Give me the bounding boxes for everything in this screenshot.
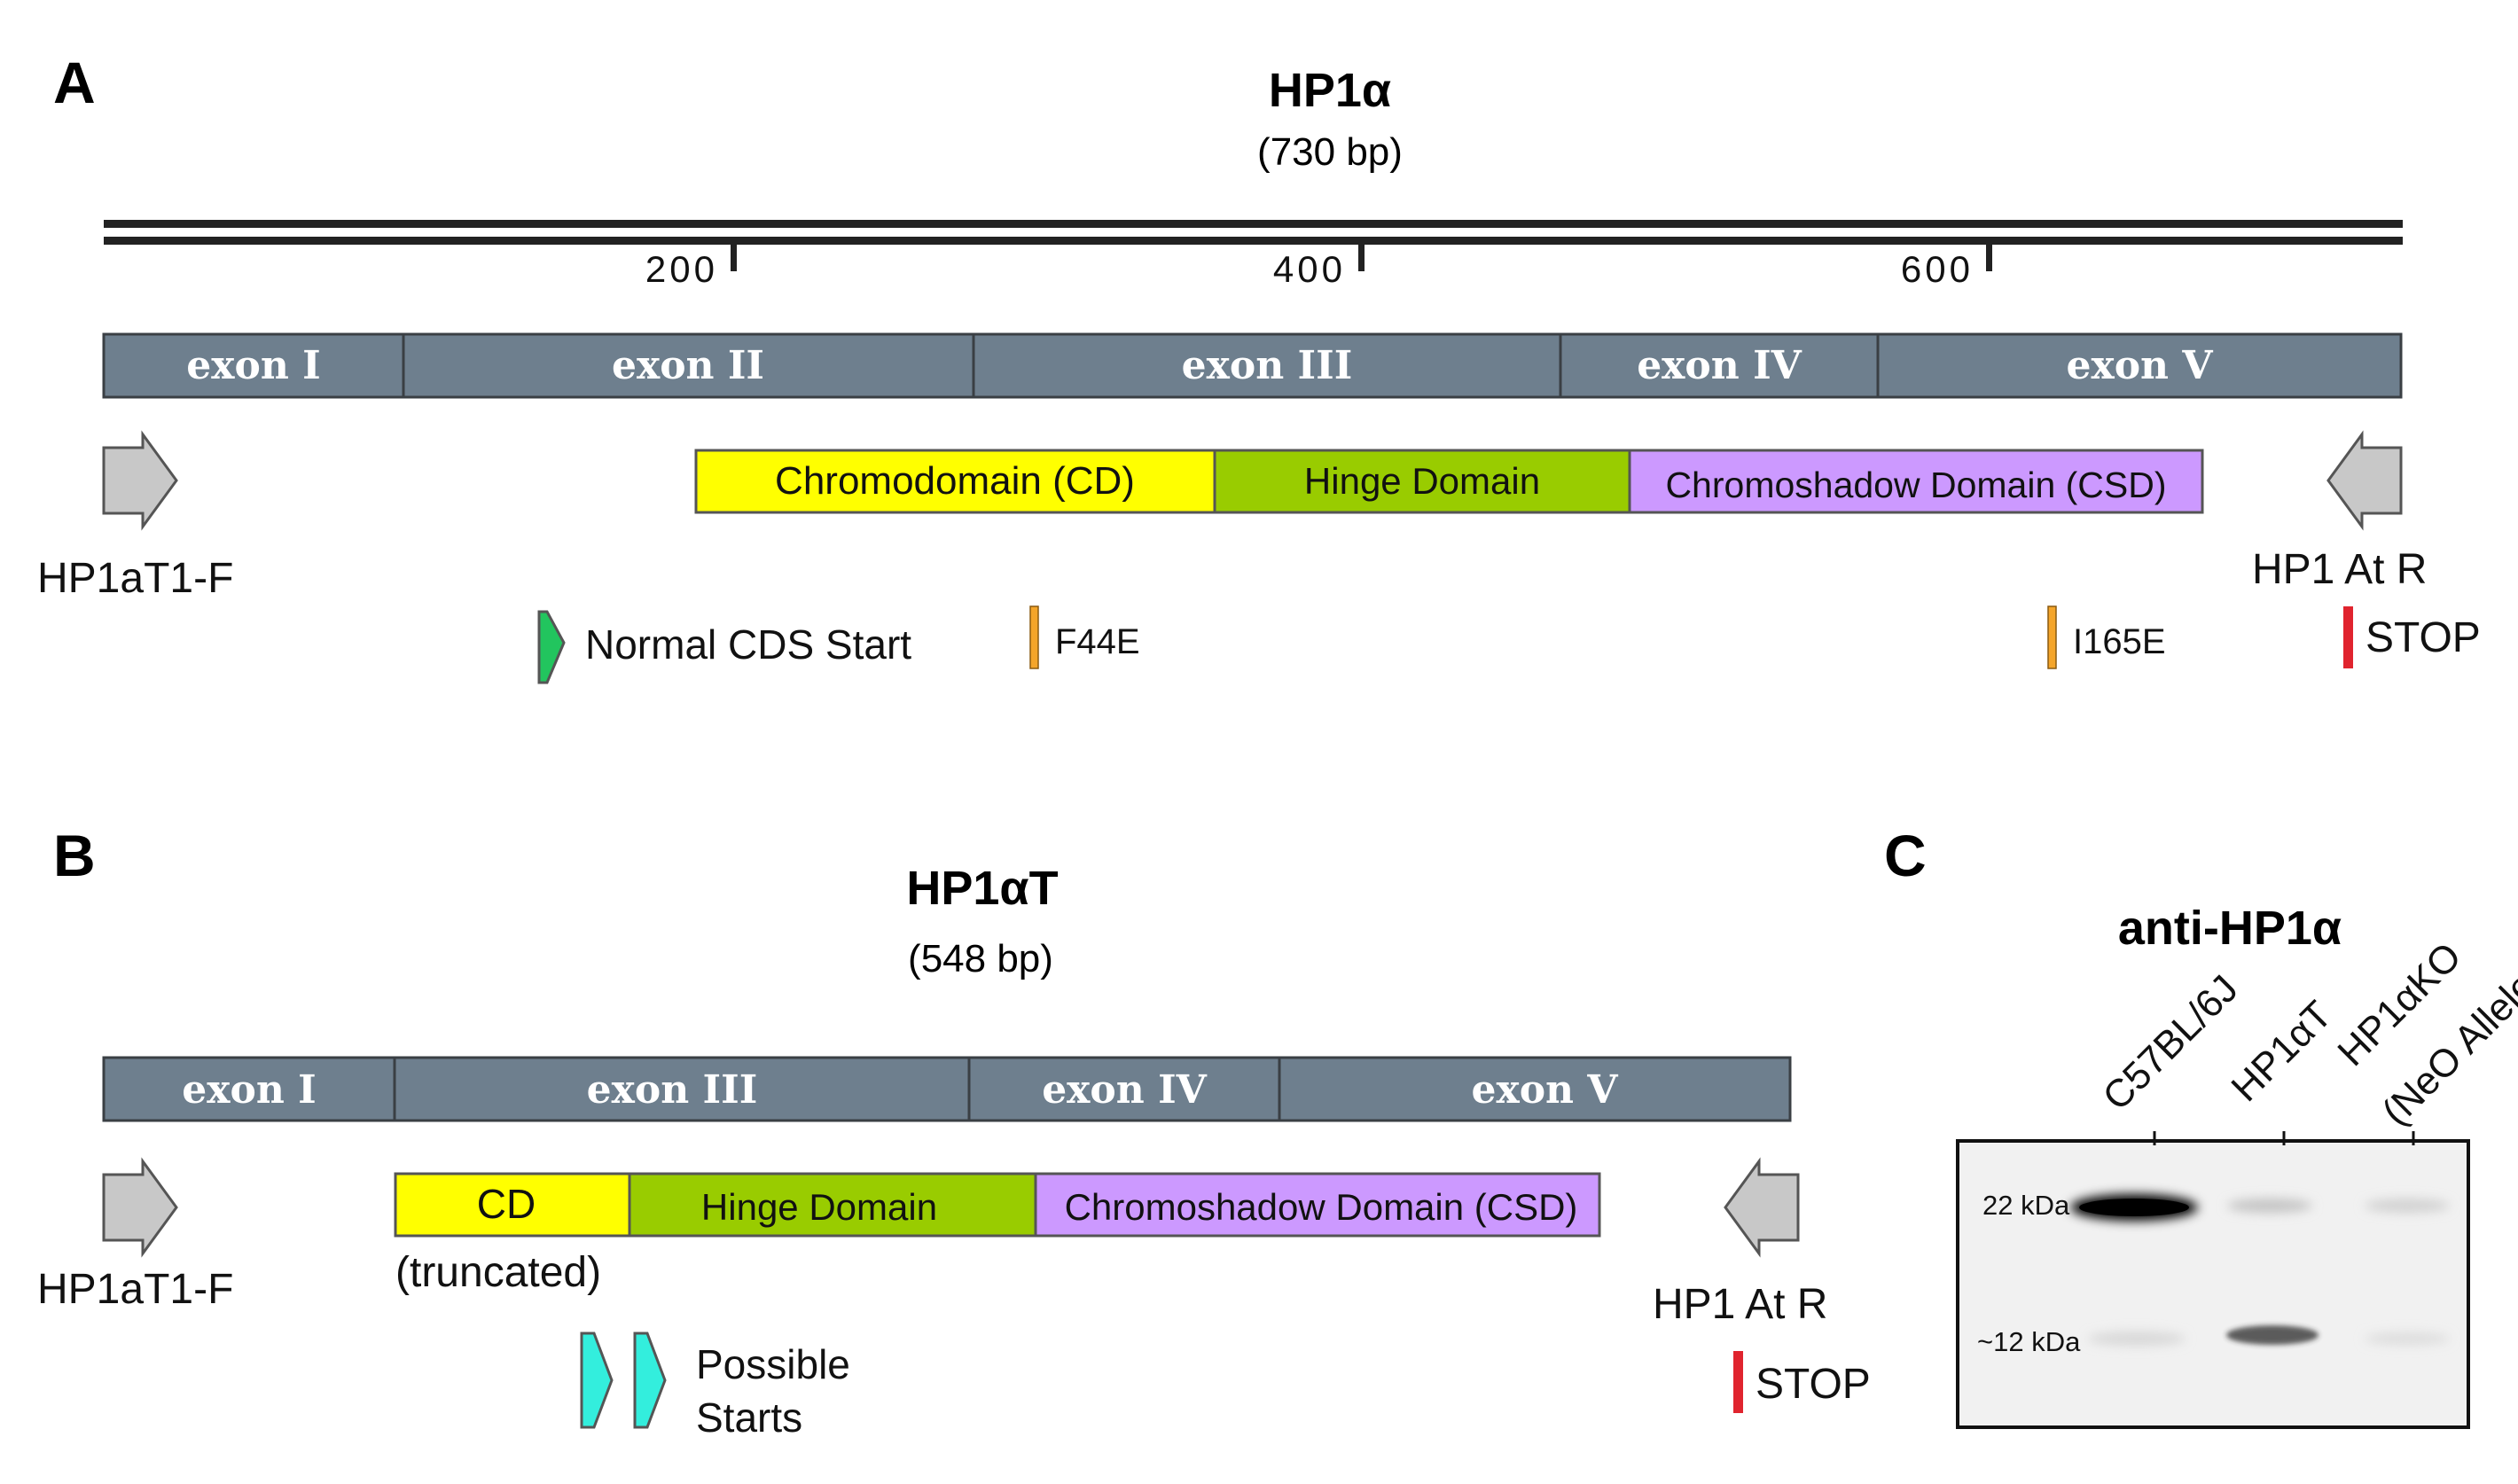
cds-start-green-arrow-icon [537, 610, 566, 684]
mutation-i165e-label: I165E [2073, 622, 2166, 661]
panel-c-letter: C [1884, 823, 1927, 888]
exon-a-1 [102, 332, 405, 399]
mutation-i165e-marker [2047, 605, 2057, 669]
ruler-line-top [104, 220, 2403, 228]
ruler: 200 400 600 [104, 220, 2403, 290]
panel-b-subtitle: (548 bp) [908, 937, 1053, 980]
panel-b-title: HP1αT [906, 862, 1058, 915]
exon-a-3 [972, 332, 1562, 399]
stop-b-label: STOP [1756, 1361, 1871, 1408]
exon-b-5 [1278, 1056, 1792, 1122]
domain-a-csd [1628, 449, 2204, 514]
forward-primer-b-label: HP1aT1-F [37, 1266, 233, 1313]
band-22kda-ko-faint [2365, 1199, 2450, 1213]
mutation-f44e-marker [1029, 605, 1039, 669]
panel-a-title: HP1α [1269, 64, 1391, 117]
exon-b-1 [102, 1056, 396, 1122]
domain-b-csd [1034, 1172, 1601, 1238]
panel-b-letter: B [53, 823, 96, 888]
possible-starts-label-line1: Possible [696, 1341, 850, 1387]
marker-22kda-label: 22 kDa [1982, 1190, 2070, 1221]
domain-a-csd-label: Chromoshadow Domain (CSD) [1665, 465, 2166, 505]
panel-a-subtitle: (730 bp) [1257, 130, 1403, 174]
ruler-tick-400 [1358, 245, 1365, 271]
domain-b-cd-label: CD [477, 1181, 536, 1227]
mutation-f44e-label: F44E [1055, 622, 1140, 661]
panel-b: B HP1αT (548 bp) exon I exon III exon IV… [37, 823, 1871, 1441]
exon-b-3 [393, 1056, 971, 1122]
exon-a-1-label: exon I [186, 343, 320, 388]
domain-a-hinge [1213, 449, 1631, 514]
domain-a-hinge-label: Hinge Domain [1304, 460, 1540, 502]
ruler-tick-600 [1986, 245, 1992, 271]
domain-b-hinge-label: Hinge Domain [701, 1186, 937, 1228]
ruler-line-bottom [104, 237, 2403, 245]
ruler-tick-200 [731, 245, 737, 271]
lane-label-hp1at: HP1αT [2223, 993, 2340, 1110]
band-12kda-c57bl-faint [2088, 1332, 2186, 1346]
western-blot: 22 kDa ~12 kDa [1956, 1131, 2470, 1429]
ruler-tick-label-200: 200 [645, 248, 718, 290]
exon-b-4-label: exon IV [1042, 1067, 1207, 1113]
exon-a-5-label: exon V [2066, 343, 2213, 388]
reverse-primer-a-label: HP1 At R [2252, 546, 2427, 593]
panel-a-letter: A [53, 50, 96, 115]
exon-a-2-label: exon II [612, 343, 764, 388]
ruler-tick-label-600: 600 [1901, 248, 1974, 290]
reverse-primer-a-icon [2326, 430, 2403, 531]
forward-primer-a-icon [102, 430, 178, 531]
panel-c-title: anti-HP1α [2118, 902, 2342, 955]
exon-a-4-label: exon IV [1637, 343, 1802, 388]
blot-frame [1956, 1139, 2470, 1429]
exon-a-3-label: exon III [1182, 343, 1353, 388]
exon-b-1-label: exon I [182, 1067, 316, 1113]
band-12kda-ko-faint [2365, 1332, 2450, 1345]
lane-label-c57bl: C57BL/6J [2094, 967, 2246, 1119]
forward-primer-a-label: HP1aT1-F [37, 555, 233, 602]
band-22kda-c57bl-core [2079, 1199, 2189, 1216]
possible-start-1-cyan-arrow-icon [580, 1332, 614, 1429]
marker-12kda-label: ~12 kDa [1977, 1326, 2081, 1357]
domain-bar-a: Chromodomain (CD) Hinge Domain Chromosha… [694, 449, 2204, 514]
possible-start-2-cyan-arrow-icon [633, 1332, 667, 1429]
domain-bar-b: CD Hinge Domain Chromoshadow Domain (CSD… [394, 1172, 1601, 1296]
exon-bar-a: exon I exon II exon III exon IV exon V [102, 332, 2403, 399]
band-22kda-hp1at-faint [2227, 1199, 2312, 1213]
ruler-tick-label-400: 400 [1273, 248, 1346, 290]
domain-b-cd-note: (truncated) [395, 1249, 601, 1296]
possible-starts-label-line2: Starts [696, 1394, 802, 1441]
exon-a-5 [1876, 332, 2403, 399]
stop-a-label: STOP [2366, 614, 2481, 661]
cds-start-label: Normal CDS Start [585, 621, 911, 668]
domain-a-cd-label: Chromodomain (CD) [775, 459, 1135, 503]
domain-b-cd [394, 1172, 631, 1238]
panel-c: C anti-HP1α C57BL/6J HP1αT HP1αKO (NeO A… [1884, 823, 2518, 1429]
exon-a-2 [402, 332, 975, 399]
reverse-primer-b-label: HP1 At R [1653, 1281, 1827, 1328]
exon-b-5-label: exon V [1471, 1067, 1618, 1113]
stop-b-marker [1733, 1351, 1743, 1413]
exon-b-3-label: exon III [587, 1067, 758, 1113]
panel-a: A HP1α (730 bp) 200 400 600 exon I exon … [37, 50, 2481, 684]
forward-primer-b-icon [102, 1157, 178, 1258]
domain-b-hinge [628, 1172, 1037, 1238]
reverse-primer-b-icon [1724, 1157, 1800, 1258]
band-12kda-hp1at [2226, 1325, 2319, 1345]
exon-bar-b: exon I exon III exon IV exon V [102, 1056, 1792, 1122]
domain-b-csd-label: Chromoshadow Domain (CSD) [1065, 1186, 1578, 1228]
domain-a-cd [694, 449, 1216, 514]
stop-a-marker [2343, 606, 2353, 668]
